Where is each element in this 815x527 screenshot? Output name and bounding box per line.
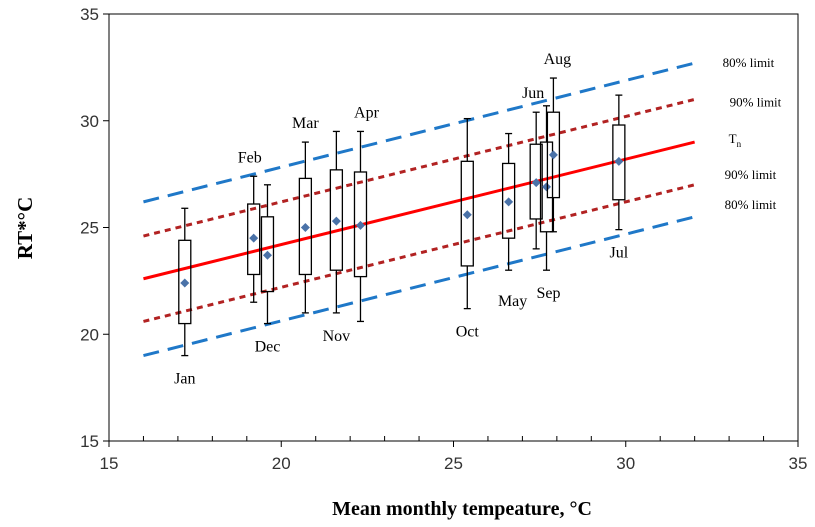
month-label-sep: Sep — [537, 285, 561, 302]
mean-marker — [262, 250, 272, 260]
month-label-oct: Oct — [456, 324, 480, 341]
box-iqr — [529, 143, 543, 220]
box-plot-jun — [529, 111, 543, 250]
box-iqr — [247, 203, 261, 276]
box-plot-dec — [260, 184, 275, 325]
box-plot-feb — [247, 175, 261, 303]
y-tick-label: 15 — [80, 432, 99, 451]
x-tick-label: 25 — [444, 454, 463, 473]
y-tick-label: 30 — [80, 112, 99, 131]
box-iqr — [298, 177, 313, 276]
box-iqr — [546, 111, 561, 199]
month-label-aug: Aug — [544, 51, 572, 68]
box-plot-jan — [178, 207, 192, 357]
month-label-jun: Jun — [522, 85, 544, 102]
y-tick-label: 25 — [80, 219, 99, 238]
box-iqr — [353, 171, 368, 278]
mean-marker — [462, 210, 472, 220]
axes: 15 20 25 30 35 15 20 25 30 35 — [80, 5, 807, 473]
x-tick-label: 15 — [100, 454, 119, 473]
box-plot-apr — [353, 130, 368, 323]
y-tick-label: 20 — [80, 325, 99, 344]
line-labels: 80% limit 90% limit Tn 90% limit 80% limit — [723, 55, 782, 212]
ref-line-upper-90 — [143, 97, 696, 238]
box-iqr — [178, 239, 192, 325]
box-plot-sep — [539, 105, 554, 271]
ref-line-lower-90 — [143, 183, 696, 323]
month-label-dec: Dec — [255, 339, 281, 356]
ref-line-label-upper-90: 90% limit — [730, 94, 782, 109]
ref-line-label-lower-80: 80% limit — [725, 197, 777, 212]
month-label-mar: Mar — [292, 115, 319, 132]
mean-marker — [531, 178, 541, 188]
box-iqr — [329, 169, 344, 271]
plot-frame — [108, 13, 799, 442]
box-iqr — [612, 124, 626, 201]
box-iqr — [539, 141, 554, 233]
box-plot-jul — [612, 94, 626, 231]
box-iqr — [460, 160, 474, 267]
box-plot-mar — [298, 141, 313, 314]
mean-marker — [548, 150, 558, 160]
month-label-feb: Feb — [238, 149, 262, 166]
y-axis-title: RT*°C — [13, 197, 37, 260]
mean-marker — [355, 220, 365, 230]
box-plot-aug — [546, 77, 561, 233]
box-plots — [178, 77, 626, 357]
mean-marker — [300, 223, 310, 232]
month-labels: Jan Feb Dec Mar Nov Apr Oct May Jun Sep Aug Jul — [174, 51, 629, 388]
x-tick-label: 20 — [272, 454, 291, 473]
ref-line-neutral — [143, 140, 696, 281]
ref-line-label-upper-80: 80% limit — [723, 55, 775, 70]
mean-marker — [614, 156, 624, 166]
x-tick-label: 35 — [789, 454, 808, 473]
month-label-apr: Apr — [354, 104, 380, 121]
box-plot-may — [501, 132, 516, 271]
month-label-may: May — [498, 293, 527, 310]
ref-line-lower-80 — [143, 215, 696, 358]
box-plot-nov — [329, 130, 344, 314]
ref-line-label-neutral: Tn — [729, 131, 742, 149]
mean-marker — [180, 278, 190, 288]
x-axis-title: Mean monthly tempeature, °C — [332, 498, 592, 520]
month-label-jan: Jan — [174, 371, 195, 388]
box-iqr — [260, 216, 275, 293]
mean-marker — [249, 233, 259, 243]
box-iqr — [501, 162, 516, 239]
ref-line-upper-80 — [143, 61, 696, 204]
ref-line-label-lower-90: 90% limit — [725, 167, 777, 182]
box-plot-oct — [460, 117, 474, 310]
month-label-nov: Nov — [323, 328, 351, 345]
mean-marker — [331, 216, 341, 226]
mean-marker — [504, 197, 514, 207]
reference-lines — [143, 61, 696, 358]
mean-marker — [542, 182, 552, 192]
x-tick-label: 30 — [616, 454, 635, 473]
month-label-jul: Jul — [610, 245, 629, 262]
y-tick-label: 35 — [80, 5, 99, 24]
